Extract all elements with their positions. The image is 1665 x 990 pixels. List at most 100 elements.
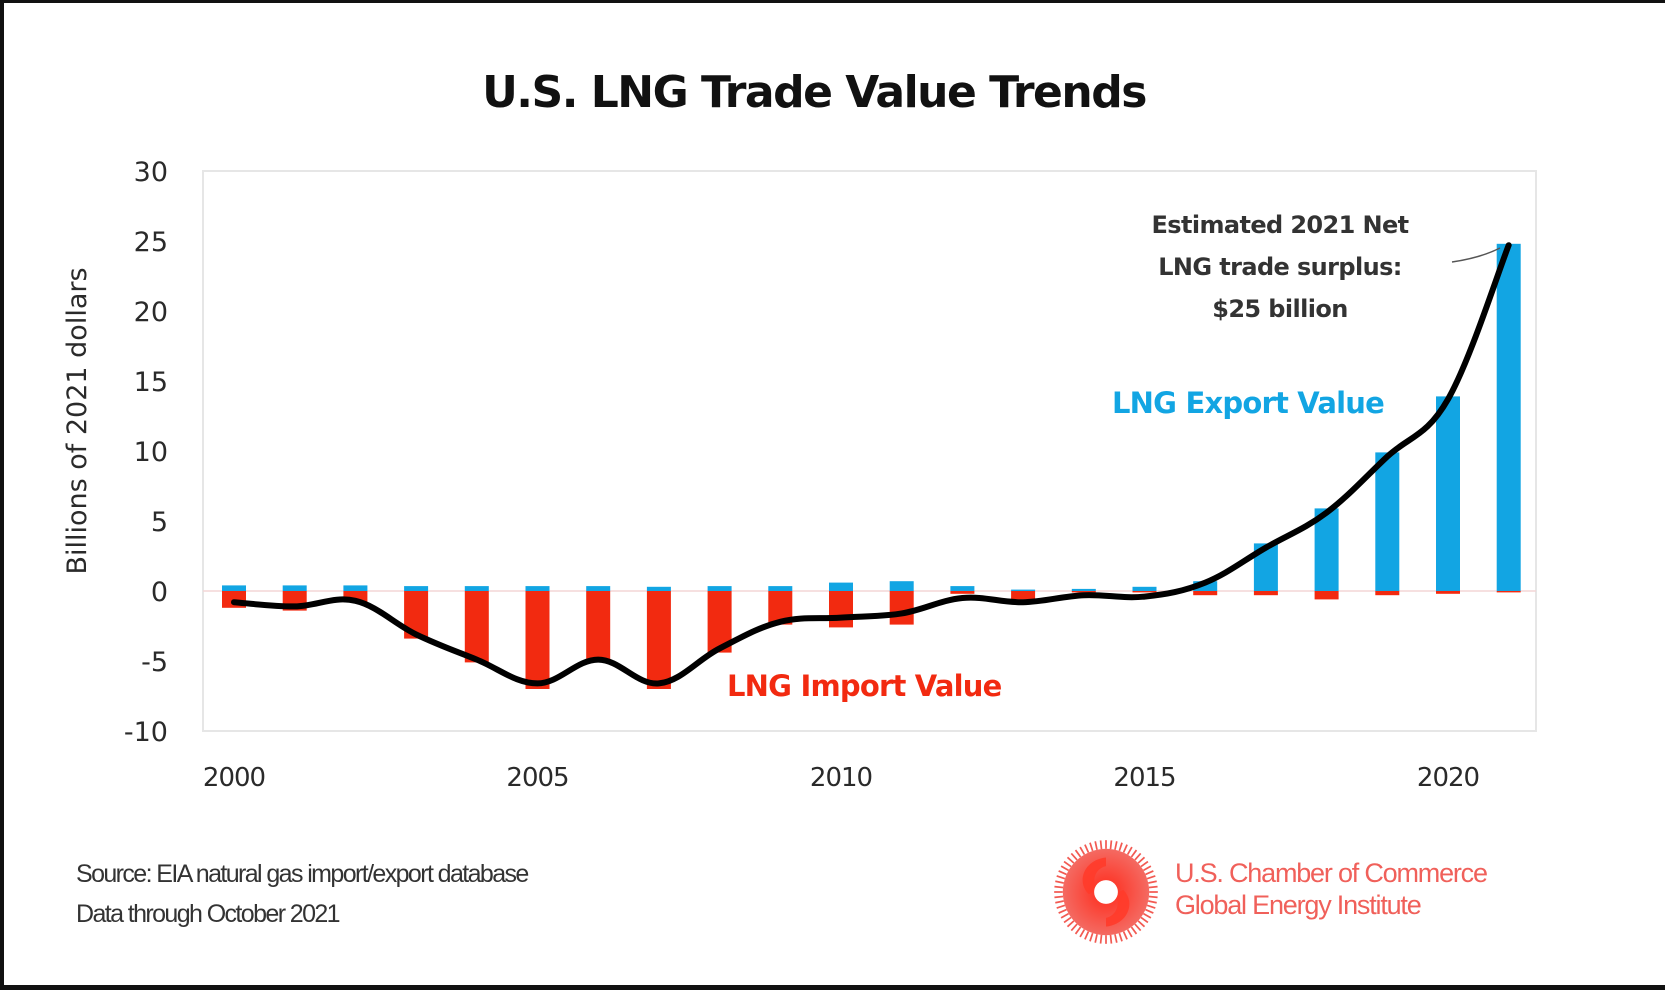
import-bar — [829, 591, 853, 628]
import-bar — [1011, 591, 1036, 600]
import-bar — [525, 591, 550, 689]
source-note: Source: EIA natural gas import/export da… — [76, 860, 529, 888]
logo-ray — [1084, 844, 1090, 853]
export-bar — [1193, 581, 1218, 591]
x-tick-label: 2005 — [506, 763, 568, 793]
import-bar — [1132, 591, 1157, 593]
export-bar — [889, 581, 914, 591]
y-tick-label: -5 — [141, 647, 168, 678]
annotation-line-3: $25 billion — [1212, 295, 1348, 323]
y-tick-label: 20 — [134, 297, 168, 328]
logo-ray — [1054, 885, 1064, 889]
logo-ray — [1145, 908, 1154, 914]
logo-ray — [1054, 895, 1064, 899]
logo-ray — [1114, 934, 1118, 943]
logo-ray — [1148, 895, 1158, 899]
export-bar — [1375, 452, 1400, 591]
export-bar — [768, 586, 793, 591]
logo-ray — [1066, 856, 1075, 864]
logo-ray — [1142, 865, 1152, 872]
export-bar — [282, 585, 307, 591]
import-bar — [586, 591, 611, 661]
logo-ray — [1058, 908, 1067, 914]
export-bar — [1314, 508, 1339, 591]
x-axis-ticks: 2000 2005 2010 2015 2020 — [203, 763, 1480, 793]
data-through-note: Data through October 2021 — [76, 900, 341, 928]
logo-ray — [1146, 904, 1156, 909]
export-bar — [343, 585, 368, 591]
x-tick-label: 2000 — [203, 763, 265, 793]
export-bar — [707, 586, 732, 591]
logo-ray — [1137, 920, 1146, 928]
logo-ray — [1142, 912, 1152, 919]
logo-ray — [1094, 841, 1098, 850]
import-bar — [1496, 591, 1521, 593]
bar-group — [222, 243, 1521, 689]
logo-ray — [1148, 885, 1158, 889]
import-bar — [1253, 591, 1278, 596]
logo-ray — [1099, 840, 1103, 850]
logo-ray — [1099, 934, 1103, 944]
import-bar — [343, 591, 368, 603]
logo-ray — [1118, 842, 1123, 852]
y-axis-ticks: 30 25 20 15 10 5 0 -5 -10 — [124, 157, 168, 748]
import-bar — [950, 591, 975, 594]
annotation-line-1: Estimated 2021 Net — [1151, 211, 1408, 239]
logo-ray — [1089, 932, 1094, 942]
chart-title: U.S. LNG Trade Value Trends — [482, 67, 1147, 118]
logo-ray — [1055, 900, 1064, 904]
annotation-leader-line — [1451, 247, 1501, 263]
logo-ray — [1074, 849, 1082, 858]
logo-ray — [1145, 870, 1154, 876]
logo-ray — [1056, 904, 1066, 909]
logo-ray — [1126, 846, 1133, 856]
y-tick-label: 30 — [134, 157, 168, 188]
export-bar — [1011, 589, 1036, 591]
export-bar — [1132, 586, 1157, 591]
export-bar — [464, 586, 489, 591]
export-bar — [1496, 243, 1521, 592]
export-series-label: LNG Export Value — [1112, 386, 1384, 420]
net-line-group — [231, 242, 1512, 687]
import-series-label: LNG Import Value — [727, 669, 1002, 703]
export-bar — [404, 586, 429, 591]
logo-ray — [1094, 934, 1098, 943]
export-bar — [829, 582, 853, 591]
annotation-line-2: LNG trade surplus: — [1158, 253, 1402, 281]
import-bar — [646, 591, 671, 689]
import-bar — [1436, 591, 1460, 594]
import-bar — [1071, 591, 1096, 593]
import-bar — [1193, 591, 1218, 596]
import-bar — [889, 591, 914, 625]
export-bar — [222, 585, 246, 591]
import-bar — [1314, 591, 1339, 600]
logo-ray — [1063, 916, 1072, 924]
logo-ray — [1058, 870, 1067, 876]
y-tick-label: 15 — [134, 367, 168, 398]
logo-ray — [1146, 875, 1156, 880]
logo-ray — [1109, 840, 1113, 850]
logo-ray — [1137, 856, 1146, 864]
y-tick-label: 5 — [151, 507, 168, 538]
y-tick-label: 0 — [151, 577, 168, 608]
y-tick-label: 25 — [134, 227, 168, 258]
logo-ray — [1074, 926, 1082, 935]
logo-ray — [1148, 880, 1157, 884]
export-bar — [1436, 396, 1460, 591]
net-surplus-annotation: Estimated 2021 Net LNG trade surplus: $2… — [1151, 211, 1501, 323]
logo-ray — [1126, 928, 1133, 938]
logo-ray — [1134, 923, 1142, 932]
logo-ray — [1118, 932, 1123, 942]
logo-ray — [1140, 860, 1149, 868]
y-tick-label: -10 — [124, 717, 168, 748]
chamber-logo-icon — [1054, 840, 1158, 944]
logo-ray — [1130, 849, 1138, 858]
logo-ray — [1070, 923, 1078, 932]
export-bar — [950, 586, 975, 591]
import-bar — [464, 591, 489, 663]
logo-ray — [1084, 931, 1090, 940]
logo-ray — [1060, 912, 1070, 919]
export-bar — [586, 586, 611, 591]
logo-ray — [1109, 934, 1113, 944]
logo-ray — [1134, 852, 1142, 861]
